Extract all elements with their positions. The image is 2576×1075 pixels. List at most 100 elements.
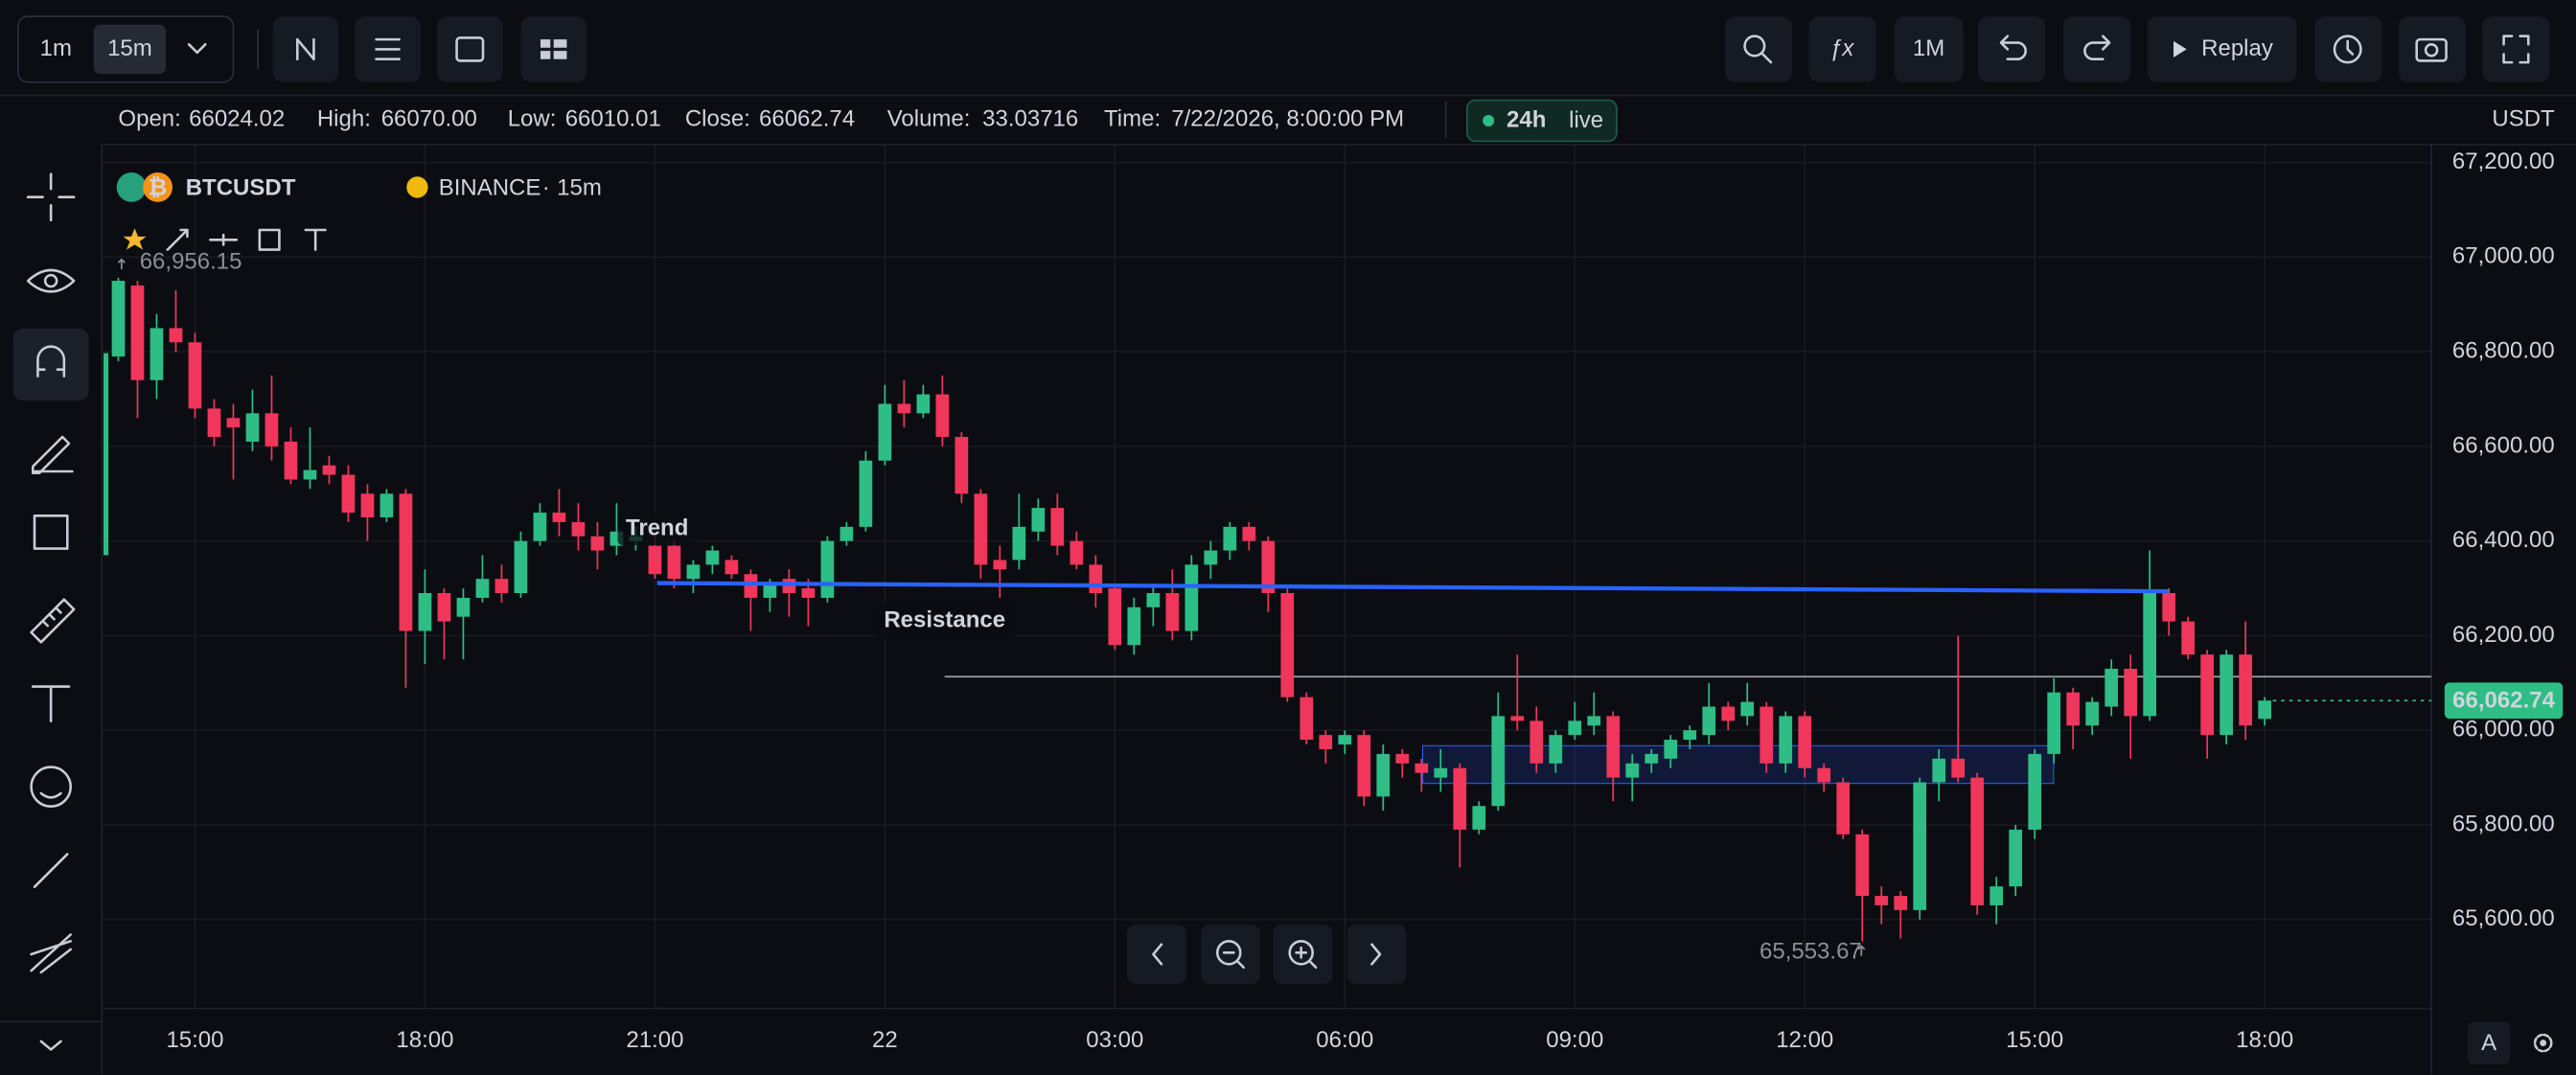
candle-body: [1894, 896, 1908, 910]
candle-body: [1012, 526, 1026, 560]
text-tool[interactable]: [304, 228, 327, 251]
eye-tool[interactable]: [26, 268, 76, 293]
zoom-out[interactable]: [1201, 925, 1260, 984]
candle-body: [2181, 621, 2196, 655]
text-tool[interactable]: [32, 685, 71, 722]
pen-tool[interactable]: [32, 435, 74, 474]
fullscreen-icon: [2502, 34, 2530, 64]
camera-icon: [2424, 43, 2439, 57]
search-icon: [1743, 34, 1766, 57]
candle-body: [1913, 782, 1927, 910]
annotation[interactable]: Trend: [626, 515, 688, 540]
crosshair-tool[interactable]: [26, 172, 76, 221]
candle-body: [1836, 782, 1851, 835]
quote-logo: [116, 172, 147, 202]
emoji-tool[interactable]: [30, 766, 72, 808]
rect-tool[interactable]: [258, 228, 281, 251]
interval-button[interactable]: 15m: [107, 35, 152, 61]
ohlc-value: 66010.01: [565, 105, 661, 131]
candle-body: [2162, 592, 2176, 622]
clock-icon: [2333, 34, 2362, 64]
undo-button[interactable]: [1978, 16, 2046, 82]
candle-body: [226, 418, 241, 428]
hline-tool[interactable]: [209, 233, 239, 246]
interval-button[interactable]: 1m: [40, 35, 72, 61]
last-price-tag: [2444, 682, 2564, 720]
volume-edge: [104, 353, 109, 556]
replay-label[interactable]: Replay: [2201, 35, 2273, 61]
chart-navigation: [1127, 925, 1407, 984]
layout-button[interactable]: [520, 16, 586, 82]
candle-body: [514, 540, 528, 593]
candle-body: [820, 540, 835, 598]
magnet-active-bg[interactable]: [12, 328, 89, 401]
candle-body: [2258, 700, 2272, 720]
settings-button[interactable]: [2533, 1033, 2553, 1053]
y-tick-label: 66,000.00: [2452, 717, 2555, 743]
ohlc-label: Time:: [1104, 105, 1161, 131]
range-button[interactable]: [1894, 16, 1964, 82]
candle-body: [284, 441, 298, 480]
zoom-in[interactable]: [1273, 925, 1333, 984]
search-button[interactable]: [1725, 16, 1793, 82]
candle-body: [744, 574, 758, 598]
trendline-tool[interactable]: [166, 228, 189, 251]
candle-body: [878, 403, 892, 461]
auto-scale-label[interactable]: A: [2481, 1030, 2496, 1056]
replay-button[interactable]: [2147, 16, 2297, 82]
interval-dropdown[interactable]: [187, 43, 207, 55]
candle-body: [418, 592, 432, 631]
line-tool[interactable]: [33, 853, 69, 888]
candle-body: [1760, 706, 1774, 764]
snapshot-button[interactable]: [2398, 16, 2467, 82]
annotation[interactable]: Resistance: [884, 606, 1005, 632]
settings-icon: [2540, 1040, 2547, 1046]
candle-body: [935, 394, 950, 438]
ohlc-label: Volume:: [887, 105, 971, 131]
y-tick-label: 67,000.00: [2452, 243, 2555, 269]
rectangle-tool[interactable]: [33, 515, 69, 550]
separator: ·: [542, 174, 550, 200]
trend-line[interactable]: [656, 581, 2169, 594]
candle-body: [2047, 692, 2061, 754]
auto-scale-button[interactable]: [2467, 1021, 2511, 1064]
candle-body: [533, 513, 547, 541]
scroll-right[interactable]: [1346, 925, 1407, 984]
redo-button[interactable]: [2063, 16, 2131, 82]
left-toolbar: [0, 144, 104, 1075]
replay-icon: [2174, 40, 2187, 57]
annotation-bg: [874, 603, 1016, 639]
live-pill: [1465, 99, 1618, 143]
ohlc-value: 66024.02: [189, 105, 285, 131]
candle-body: [1530, 720, 1544, 764]
candle-body: [264, 413, 279, 446]
template-button[interactable]: [437, 16, 503, 82]
ohlc-value: 7/22/2026, 8:00:00 PM: [1171, 105, 1404, 131]
range-button-label[interactable]: 1M: [1913, 35, 1944, 61]
candle-body: [1089, 564, 1103, 593]
y-tick-label: 66,400.00: [2452, 527, 2555, 553]
fullscreen-button[interactable]: [2482, 16, 2550, 82]
symbol[interactable]: BTCUSDT: [186, 174, 296, 200]
magnet-tool[interactable]: [36, 345, 66, 377]
candle-body: [724, 560, 739, 575]
favorite-tool[interactable]: [123, 228, 147, 250]
candle-body: [1050, 508, 1065, 546]
interval-active-bg[interactable]: [93, 24, 167, 75]
range-box[interactable]: [1422, 744, 2055, 785]
ruler-tool[interactable]: [30, 598, 76, 644]
fib-tool[interactable]: [30, 933, 72, 974]
candles: [111, 278, 2272, 942]
indicators-button[interactable]: [1808, 16, 1876, 82]
ohlc-label: Close:: [685, 105, 750, 131]
scroll-left[interactable]: [1127, 925, 1186, 984]
candle-body: [1165, 592, 1180, 631]
candle-body: [840, 526, 854, 541]
candle-body: [1798, 716, 1812, 768]
candle-body: [571, 521, 586, 537]
collapse-toolbar[interactable]: [39, 1040, 62, 1051]
candle-body: [1625, 763, 1640, 778]
candle-body: [399, 493, 413, 631]
low-marker-arrow: [1857, 945, 1866, 956]
